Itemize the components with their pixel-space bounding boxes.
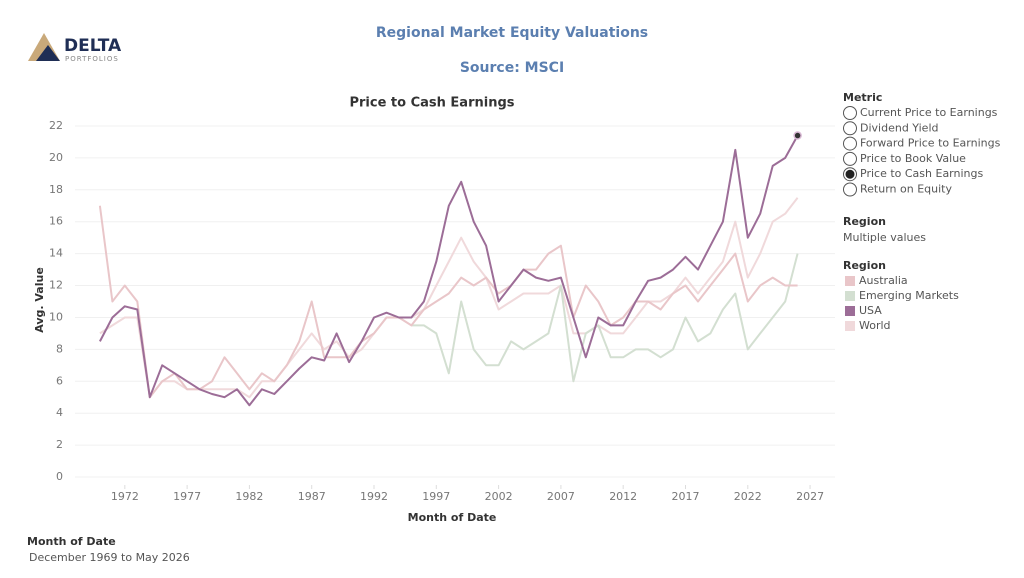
y-tick-label: 16 <box>49 215 63 228</box>
logo: DELTA PORTFOLIOS <box>28 33 122 63</box>
logo-mark <box>36 45 60 61</box>
radio-dot <box>845 169 855 179</box>
dashboard-title: Regional Market Equity Valuations <box>376 25 648 41</box>
x-tick-label: 1987 <box>298 490 326 503</box>
series-line <box>99 135 799 407</box>
legend-label: USA <box>859 304 882 317</box>
logo-name: DELTA <box>64 36 122 56</box>
filter-title: Month of Date <box>27 535 116 548</box>
radio-label[interactable]: Price to Cash Earnings <box>860 167 983 180</box>
radio-button[interactable] <box>843 106 857 120</box>
legend-label: World <box>859 319 891 332</box>
y-axis-label: Avg. Value <box>33 267 46 333</box>
y-tick-label: 12 <box>49 279 63 292</box>
x-tick-label: 1982 <box>235 490 263 503</box>
y-tick-label: 6 <box>56 374 63 387</box>
legend-label: Australia <box>859 274 908 287</box>
legend-swatch[interactable] <box>845 276 855 286</box>
end-point <box>793 131 802 140</box>
series-line <box>98 205 798 399</box>
x-tick-label: 1992 <box>360 490 388 503</box>
radio-label[interactable]: Dividend Yield <box>860 121 938 134</box>
radio-button[interactable] <box>843 182 857 197</box>
y-tick-label: 14 <box>49 247 63 260</box>
x-tick-label: 1997 <box>422 490 450 503</box>
y-tick-label: 18 <box>49 183 63 196</box>
radio-label[interactable]: Price to Book Value <box>860 152 966 165</box>
y-tick-label: 8 <box>56 342 63 355</box>
legend-swatch[interactable] <box>845 321 855 331</box>
x-tick-label: 2012 <box>609 490 637 503</box>
x-tick-label: 2002 <box>485 490 513 503</box>
filter-value[interactable]: Multiple values <box>843 231 926 244</box>
chart-title: Price to Cash Earnings <box>349 96 514 111</box>
radio-label[interactable]: Forward Price to Earnings <box>860 137 1001 150</box>
radio-button[interactable] <box>843 121 857 136</box>
x-tick-label: 1977 <box>173 490 201 503</box>
y-tick-label: 4 <box>56 406 63 419</box>
y-tick-label: 22 <box>49 119 63 132</box>
y-tick-label: 20 <box>49 151 63 164</box>
filter-value[interactable]: December 1969 to May 2026 <box>29 551 190 564</box>
series-line <box>99 197 799 399</box>
x-tick-label: 2022 <box>734 490 762 503</box>
x-tick-label: 2027 <box>796 490 824 503</box>
x-tick-label: 2007 <box>547 490 575 503</box>
filter-title: Metric <box>843 91 882 104</box>
y-tick-label: 10 <box>49 310 63 323</box>
dashboard-subtitle: Source: MSCI <box>460 60 564 76</box>
x-tick-label: 1972 <box>111 490 139 503</box>
radio-button[interactable] <box>843 136 857 151</box>
radio-button[interactable] <box>843 151 857 166</box>
radio-label[interactable]: Current Price to Earnings <box>860 106 998 119</box>
x-axis-label: Month of Date <box>408 511 497 524</box>
legend-swatch[interactable] <box>845 291 855 301</box>
legend-title: Region <box>843 259 886 272</box>
legend-swatch[interactable] <box>845 306 855 316</box>
y-tick-label: 2 <box>56 438 63 451</box>
series-line <box>411 253 799 383</box>
x-tick-label: 2017 <box>671 490 699 503</box>
legend-label: Emerging Markets <box>859 289 959 302</box>
radio-label[interactable]: Return on Equity <box>860 183 952 196</box>
filter-title: Region <box>843 215 886 228</box>
logo-sub: PORTFOLIOS <box>65 55 119 63</box>
y-tick-label: 0 <box>56 470 63 483</box>
